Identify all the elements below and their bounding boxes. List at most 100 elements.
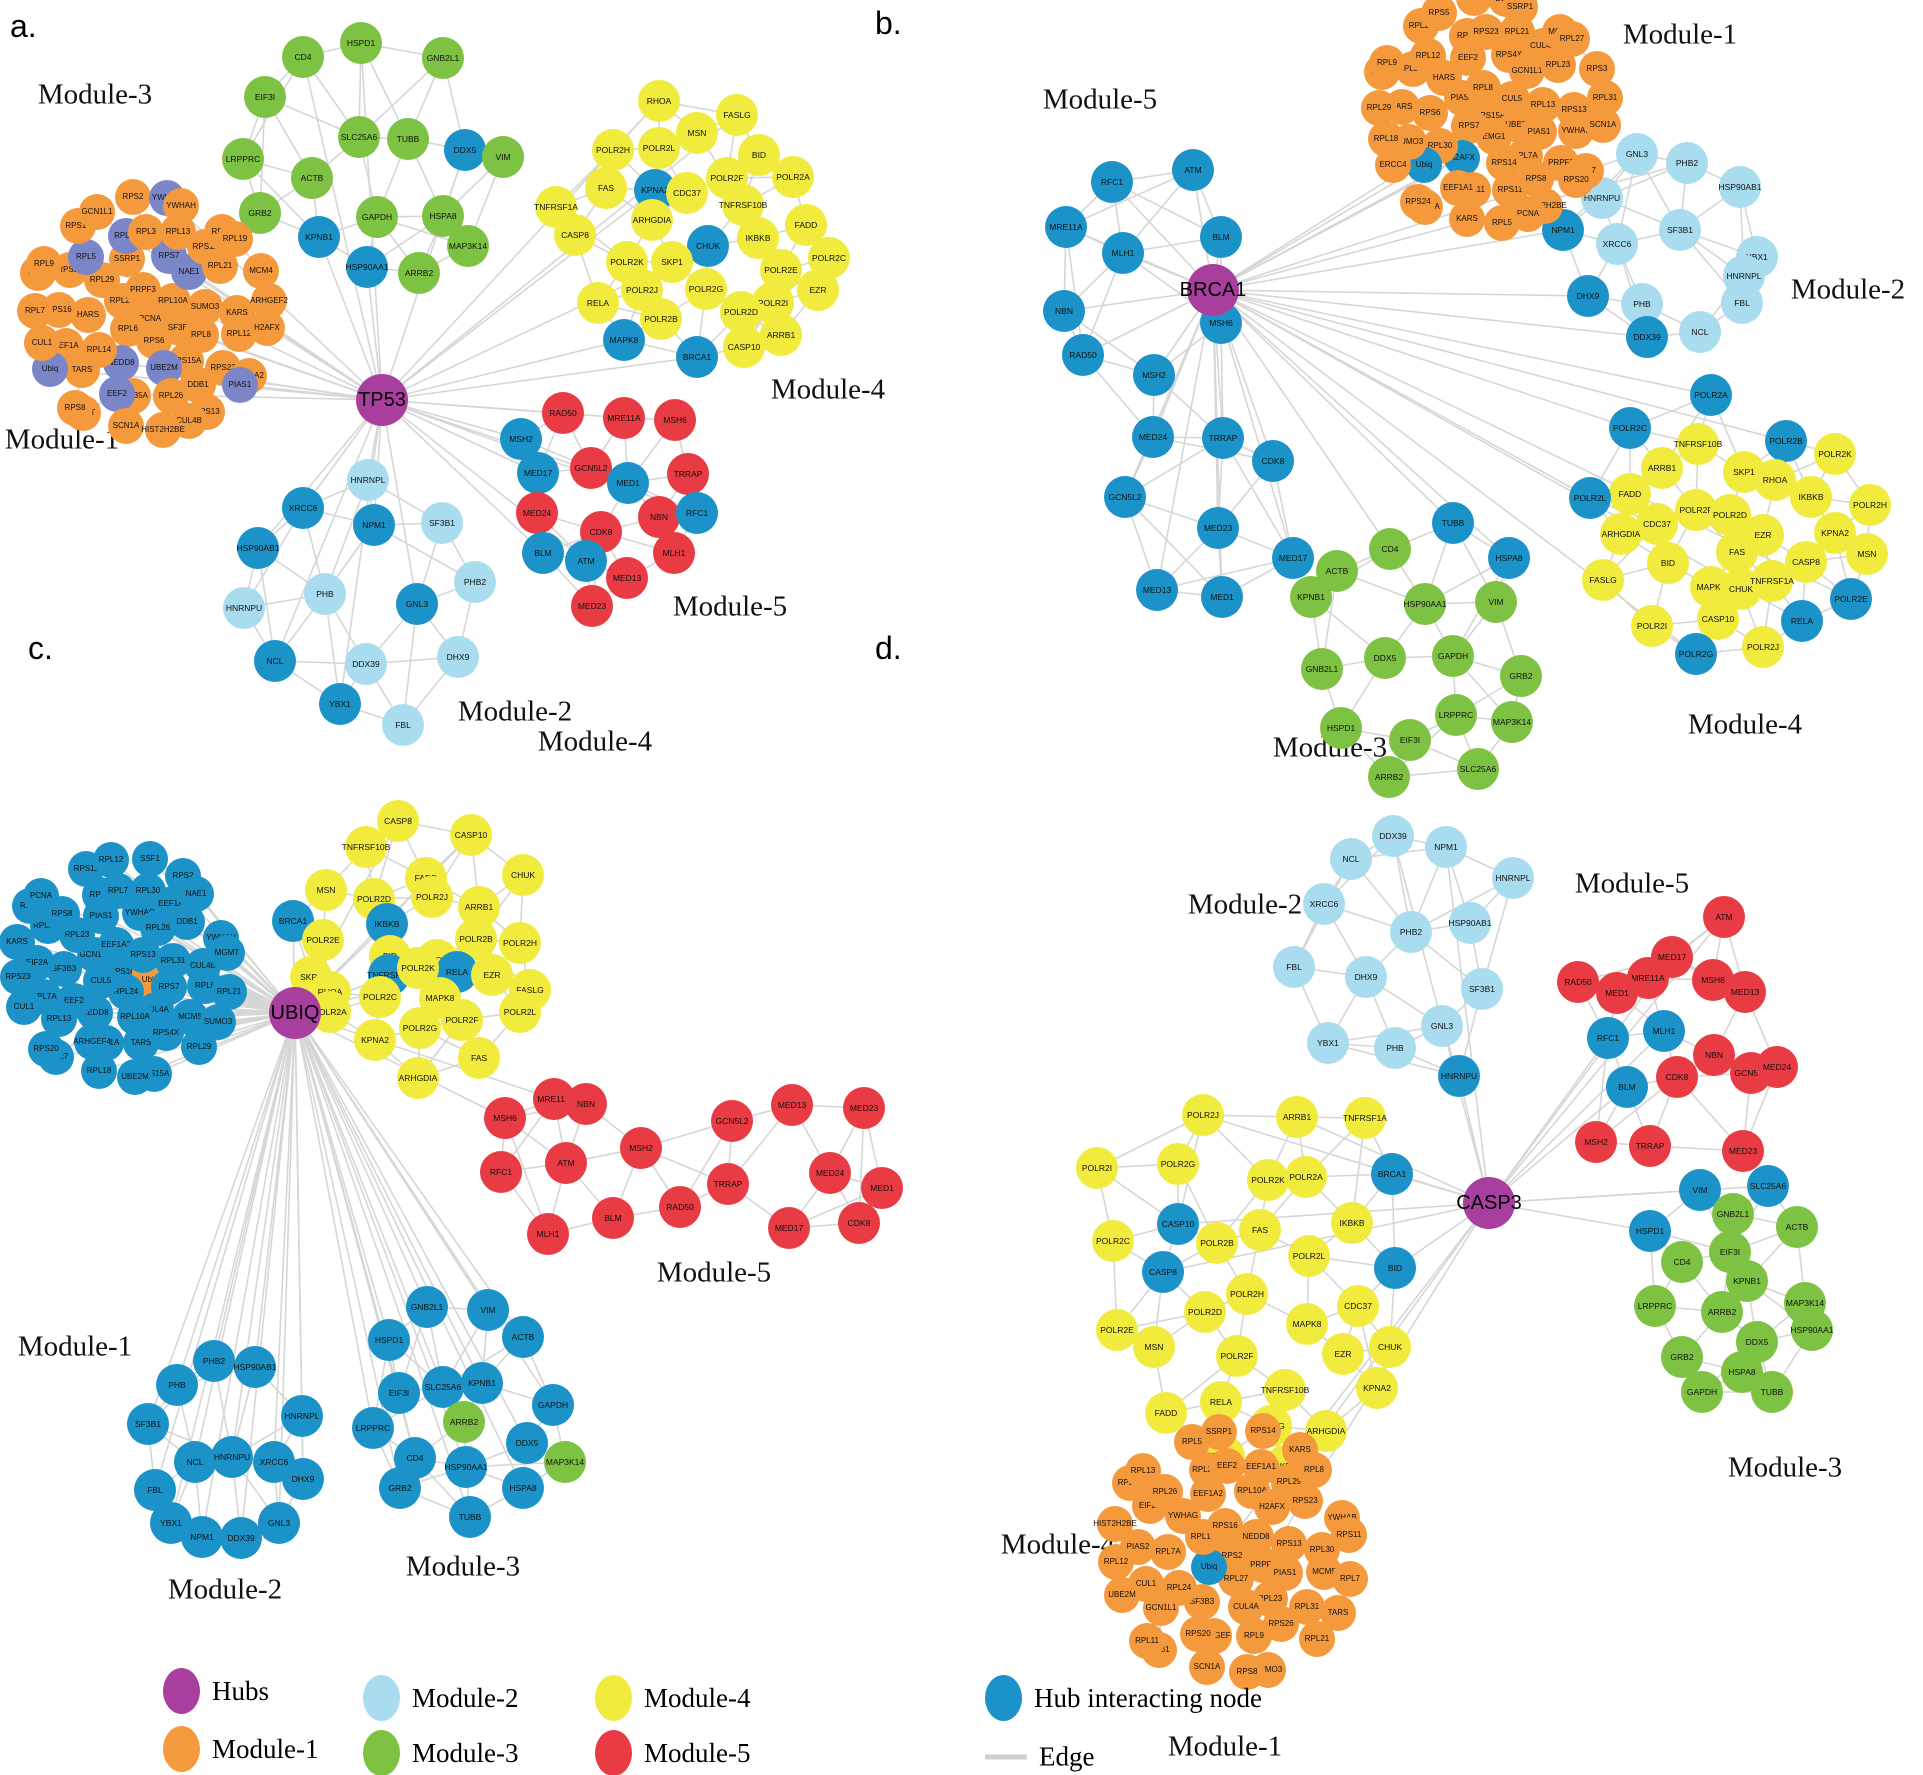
node-POLR2G[interactable]: POLR2G — [685, 268, 727, 310]
node-EIF3I[interactable]: EIF3I — [1389, 719, 1431, 761]
node-BLM[interactable]: BLM — [1200, 216, 1242, 258]
node-GRB2[interactable]: GRB2 — [379, 1467, 421, 1509]
hub-node-TP53[interactable]: TP53 — [356, 374, 408, 426]
node-ATM[interactable]: ATM — [545, 1142, 587, 1184]
node-CASP8[interactable]: CASP8 — [554, 214, 596, 256]
node-PIAS1[interactable]: PIAS1 — [1267, 1555, 1303, 1591]
node-GCN5L2[interactable]: GCN5L2 — [570, 447, 612, 489]
node-SF3B1[interactable]: SF3B1 — [421, 502, 463, 544]
node-VIM[interactable]: VIM — [482, 136, 524, 178]
node-PHB2[interactable]: PHB2 — [193, 1340, 235, 1382]
node-CASP8[interactable]: CASP8 — [1142, 1251, 1184, 1293]
node-EZR[interactable]: EZR — [1322, 1333, 1364, 1375]
node-LRPPRC[interactable]: LRPPRC — [352, 1407, 394, 1449]
node-FAS[interactable]: FAS — [585, 167, 627, 209]
node-MAP3K14[interactable]: MAP3K14 — [447, 225, 489, 267]
node-KARS[interactable]: KARS — [0, 924, 35, 960]
node-HSP90AB1[interactable]: HSP90AB1 — [1719, 166, 1762, 208]
node-CD4[interactable]: CD4 — [1369, 528, 1411, 570]
node-NPM1[interactable]: NPM1 — [1425, 826, 1467, 868]
node-RPL3[interactable]: RPL3 — [128, 214, 164, 250]
node-GCN5L2[interactable]: GCN5L2 — [711, 1100, 753, 1142]
node-YBX1[interactable]: YBX1 — [319, 683, 361, 725]
node-DDX5[interactable]: DDX5 — [1364, 637, 1406, 679]
node-TUBB[interactable]: TUBB — [1751, 1371, 1793, 1413]
node-TNFRSF1A[interactable]: TNFRSF1A — [1343, 1097, 1387, 1139]
node-ARRB1[interactable]: ARRB1 — [1641, 447, 1683, 489]
node-POLR2L[interactable]: POLR2L — [1569, 477, 1611, 519]
node-TRRAP[interactable]: TRRAP — [707, 1163, 749, 1205]
node-UBE2M[interactable]: UBE2M — [1104, 1577, 1140, 1613]
node-PHB[interactable]: PHB — [1374, 1027, 1416, 1069]
node-BRCA1[interactable]: BRCA1 — [1371, 1153, 1413, 1195]
node-RPL8[interactable]: RPL8 — [183, 317, 219, 353]
node-ATM[interactable]: ATM — [1172, 149, 1214, 191]
node-MED1[interactable]: MED1 — [1201, 576, 1243, 618]
node-RHOA[interactable]: RHOA — [1754, 459, 1796, 501]
node-BRCA1[interactable]: BRCA1 — [676, 336, 718, 378]
node-RPS2[interactable]: RPS2 — [115, 179, 151, 215]
node-RPL9[interactable]: RPL9 — [1369, 45, 1405, 81]
node-HSPD1[interactable]: HSPD1 — [340, 22, 382, 64]
node-RPS20[interactable]: RPS20 — [28, 1031, 64, 1067]
node-RPL23[interactable]: RPL23 — [1540, 47, 1576, 83]
node-BLM[interactable]: BLM — [1606, 1066, 1648, 1108]
node-EIF3I[interactable]: EIF3I — [378, 1372, 420, 1414]
node-CD4[interactable]: CD4 — [1661, 1241, 1703, 1283]
node-CDC37[interactable]: CDC37 — [1337, 1285, 1379, 1327]
node-HSPD1[interactable]: HSPD1 — [1320, 707, 1362, 749]
node-GNL3[interactable]: GNL3 — [1421, 1005, 1463, 1047]
node-PHB2[interactable]: PHB2 — [1666, 142, 1708, 184]
node-RPL21[interactable]: RPL21 — [1299, 1621, 1335, 1657]
node-RAD50[interactable]: RAD50 — [1062, 334, 1104, 376]
node-EEF2[interactable]: EEF2 — [99, 376, 135, 412]
node-TNFRSF10B[interactable]: TNFRSF10B — [1674, 423, 1722, 465]
node-HSP90AA1[interactable]: HSP90AA1 — [1404, 583, 1447, 625]
node-YBX1[interactable]: YBX1 — [1307, 1022, 1349, 1064]
node-GNB2L1[interactable]: GNB2L1 — [422, 37, 464, 79]
node-MED17[interactable]: MED17 — [517, 452, 559, 494]
node-RPL7[interactable]: RPL7 — [1332, 1561, 1368, 1597]
node-POLR2K[interactable]: POLR2K — [1814, 433, 1856, 475]
hub-node-UBIQ[interactable]: UBIQ — [269, 987, 321, 1039]
node-IKBKB[interactable]: IKBKB — [1790, 476, 1832, 518]
node-TNFRSF10B[interactable]: TNFRSF10B — [1261, 1369, 1309, 1411]
node-NBN[interactable]: NBN — [565, 1083, 607, 1125]
node-POLR2D[interactable]: POLR2D — [1184, 1291, 1226, 1333]
node-CASP10[interactable]: CASP10 — [1697, 598, 1739, 640]
node-MRE11A[interactable]: MRE11A — [603, 397, 645, 439]
node-CUL1[interactable]: CUL1 — [24, 325, 60, 361]
node-RPL5[interactable]: RPL5 — [1484, 205, 1520, 241]
node-MSN[interactable]: MSN — [1133, 1326, 1175, 1368]
node-GAPDH[interactable]: GAPDH — [532, 1384, 574, 1426]
node-CASP10[interactable]: CASP10 — [1157, 1203, 1199, 1245]
node-GNL3[interactable]: GNL3 — [396, 583, 438, 625]
node-DDX39[interactable]: DDX39 — [345, 643, 387, 685]
node-POLR2A[interactable]: POLR2A — [1285, 1156, 1327, 1198]
node-POLR2H[interactable]: POLR2H — [1226, 1273, 1268, 1315]
node-LRPPRC[interactable]: LRPPRC — [222, 138, 264, 180]
node-BLM[interactable]: BLM — [592, 1197, 634, 1239]
node-DDX5[interactable]: DDX5 — [444, 129, 486, 171]
node-MED17[interactable]: MED17 — [1272, 537, 1314, 579]
node-IKBKB[interactable]: IKBKB — [1331, 1202, 1373, 1244]
node-MAP3K14[interactable]: MAP3K14 — [1491, 701, 1533, 743]
node-NBN[interactable]: NBN — [1043, 290, 1085, 332]
node-UBE2M[interactable]: UBE2M — [117, 1059, 153, 1095]
node-POLR2C[interactable]: POLR2C — [1092, 1220, 1134, 1262]
node-POLR2L[interactable]: POLR2L — [1288, 1235, 1330, 1277]
node-SSF1[interactable]: SSF1 — [132, 841, 168, 877]
node-SCN1A[interactable]: SCN1A — [1189, 1649, 1225, 1685]
node-POLR2J[interactable]: POLR2J — [411, 876, 453, 918]
node-CHUK[interactable]: CHUK — [1369, 1326, 1411, 1368]
node-POLR2G[interactable]: POLR2G — [1157, 1143, 1199, 1185]
node-DDX39[interactable]: DDX39 — [1372, 815, 1414, 857]
node-XRCC6[interactable]: XRCC6 — [1303, 883, 1345, 925]
node-MAPK8[interactable]: MAPK8 — [603, 319, 645, 361]
node-RPS11[interactable]: RPS11 — [1331, 1517, 1367, 1553]
node-YWHAH[interactable]: YWHAH — [163, 188, 199, 224]
node-POLR2C[interactable]: POLR2C — [1609, 407, 1651, 449]
node-RPL19[interactable]: RPL19 — [217, 221, 253, 257]
hub-node-BRCA1[interactable]: BRCA1 — [1180, 264, 1246, 316]
node-MSN[interactable]: MSN — [1846, 533, 1888, 575]
